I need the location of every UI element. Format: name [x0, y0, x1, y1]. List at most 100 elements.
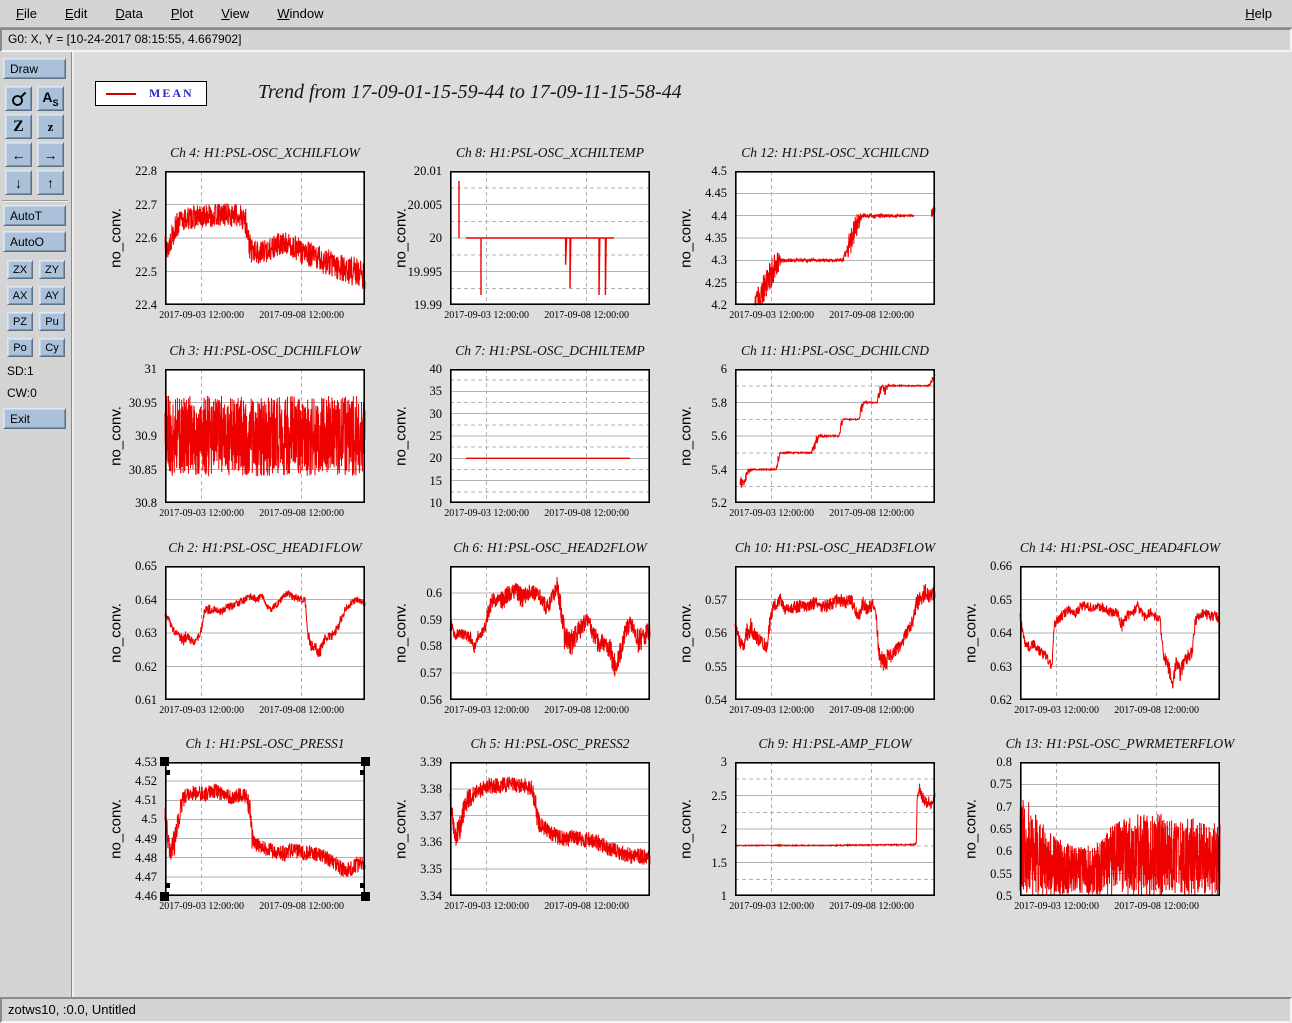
y-tick-label: 0.56 [705, 626, 727, 640]
y-tick-label: 0.5 [996, 889, 1012, 903]
y-tick-label: 22.5 [135, 264, 157, 279]
y-tick-label: 0.55 [990, 866, 1012, 881]
y-tick-label: 2.5 [711, 788, 727, 803]
chart-title-ch6: Ch 6: H1:PSL-OSC_HEAD2FLOW [453, 540, 647, 555]
text-tool-icon: AS [42, 89, 59, 108]
pz-button[interactable]: PZ [7, 312, 33, 331]
sd-label: SD:1 [7, 364, 34, 378]
chart-title-ch10: Ch 10: H1:PSL-OSC_HEAD3FLOW [734, 540, 936, 555]
pan-up-button[interactable]: ↑ [37, 170, 64, 195]
y-tick-label: 20 [429, 231, 443, 245]
exit-button[interactable]: Exit [3, 408, 66, 429]
pan-left-button[interactable]: ← [5, 142, 32, 167]
y-tick-label: 1 [720, 889, 727, 903]
plot-area-ch4[interactable] [164, 171, 366, 305]
chart-ch2: Ch 2: H1:PSL-OSC_HEAD1FLOW no_conv. 0.61 0.… [95, 534, 380, 731]
cw-label: CW:0 [7, 386, 37, 400]
statusbar: zotws10, :0.0, Untitled [0, 997, 1292, 1023]
y-tick-label: 22.8 [135, 164, 157, 178]
pu-button[interactable]: Pu [39, 312, 65, 331]
chart-title-ch3: Ch 3: H1:PSL-OSC_DCHILFLOW [169, 343, 361, 358]
legend-label: MEAN [149, 86, 194, 100]
y-tick-label: 0.58 [420, 639, 442, 654]
zx-button[interactable]: ZX [7, 260, 33, 279]
y-tick-label: 0.65 [990, 592, 1012, 607]
pan-right-button[interactable]: → [37, 142, 64, 167]
plot-area-ch7[interactable] [450, 369, 650, 503]
menu-item-plot[interactable]: Plot [170, 6, 194, 21]
chart-ch13: Ch 13: H1:PSL-OSC_PWRMETERFLOW no_conv. 0.… [950, 730, 1235, 927]
y-tick-label: 0.64 [990, 626, 1012, 640]
menubar: File Edit Data Plot View Window Help [0, 0, 1292, 28]
menu-item-file[interactable]: File [16, 6, 37, 21]
auto-t-button[interactable]: AutoT [3, 205, 66, 226]
y-tick-label: 0.63 [135, 626, 157, 640]
plot-area-ch13[interactable] [1019, 762, 1221, 897]
chart-title-ch1: Ch 1: H1:PSL-OSC_PRESS1 [185, 736, 345, 751]
po-button[interactable]: Po [7, 338, 33, 357]
y-tick-label: 5.4 [711, 462, 727, 477]
y-tick-label: 6 [720, 362, 727, 376]
menu-item-help[interactable]: Help [1245, 6, 1272, 21]
plot-area-ch9[interactable] [735, 762, 936, 896]
y-tick-label: 0.6 [996, 844, 1012, 859]
y-tick-label: 35 [429, 384, 443, 399]
y-tick-label: 0.65 [990, 822, 1012, 836]
menu-item-view[interactable]: View [221, 6, 250, 21]
plot-area-ch1[interactable] [160, 757, 370, 901]
draw-button[interactable]: Draw [3, 58, 66, 79]
y-tick-label: 0.75 [990, 777, 1012, 792]
y-tick-label: 0.54 [705, 693, 727, 707]
y-tick-label: 4.2 [711, 298, 727, 312]
zoom-tool-button[interactable] [5, 86, 32, 111]
x-tick-label: 2017-09-08 12:00:00 [259, 705, 344, 716]
legend[interactable]: MEAN [95, 81, 207, 106]
y-tick-label: 4.35 [705, 231, 727, 245]
plot-area-ch14[interactable] [1019, 566, 1221, 700]
plot-canvas[interactable]: MEAN Trend from 17-09-01-15-59-44 to 17-… [74, 52, 1292, 997]
plot-area-ch2[interactable] [164, 566, 366, 700]
cy-button[interactable]: Cy [39, 338, 65, 357]
y-tick-label: 3.38 [420, 781, 442, 796]
ax-button[interactable]: AX [7, 286, 33, 305]
text-style-tool-button[interactable]: AS [37, 86, 64, 111]
y-tick-label: 22.6 [135, 231, 157, 245]
zoom-out-button[interactable]: z [37, 114, 64, 139]
y-tick-label: 4.4 [711, 208, 727, 223]
x-tick-label: 2017-09-03 12:00:00 [159, 705, 244, 716]
plot-area-ch8[interactable] [450, 171, 650, 305]
y-tick-label: 0.6 [426, 585, 442, 600]
chart-ch3: Ch 3: H1:PSL-OSC_DCHILFLOW no_conv. 30.8 30… [95, 337, 380, 534]
y-tick-label: 4.3 [711, 253, 727, 268]
plot-area-ch11[interactable] [735, 369, 936, 503]
chart-title-ch2: Ch 2: H1:PSL-OSC_HEAD1FLOW [168, 540, 362, 555]
auto-o-button[interactable]: AutoO [3, 231, 66, 252]
chart-ch4: Ch 4: H1:PSL-OSC_XCHILFLOW no_conv. 22.4 22… [95, 139, 380, 336]
y-tick-label: 4.47 [135, 869, 157, 884]
plot-area-ch10[interactable] [734, 566, 936, 700]
plot-area-ch12[interactable] [735, 171, 936, 306]
y-tick-label: 3.35 [420, 862, 442, 877]
menu-item-window[interactable]: Window [277, 6, 324, 21]
x-tick-label: 2017-09-08 12:00:00 [259, 508, 344, 519]
chart-title-ch14: Ch 14: H1:PSL-OSC_HEAD4FLOW [1019, 540, 1221, 555]
pan-down-button[interactable]: ↓ [5, 170, 32, 195]
cursor-readout-field[interactable]: G0: X, Y = [10-24-2017 08:15:55, 4.66790… [0, 28, 1292, 52]
plot-area-ch6[interactable] [449, 566, 651, 700]
x-tick-label: 2017-09-08 12:00:00 [829, 705, 914, 716]
zy-button[interactable]: ZY [39, 260, 65, 279]
x-tick-label: 2017-09-03 12:00:00 [444, 310, 529, 321]
chart-ch7: Ch 7: H1:PSL-OSC_DCHILTEMP no_conv. 10 15 20… [380, 337, 665, 534]
menu-item-data[interactable]: Data [115, 6, 143, 21]
menu-item-edit[interactable]: Edit [64, 6, 88, 21]
y-tick-label: 30.8 [135, 496, 157, 510]
y-tick-label: 5.8 [711, 395, 727, 410]
zoom-in-button[interactable]: Z [5, 114, 32, 139]
x-tick-label: 2017-09-03 12:00:00 [159, 310, 244, 321]
y-tick-label: 0.55 [705, 659, 727, 674]
plot-area-ch5[interactable] [449, 762, 651, 896]
ay-button[interactable]: AY [39, 286, 65, 305]
y-tick-label: 40 [429, 362, 443, 376]
plot-area-ch3[interactable] [164, 369, 366, 503]
y-tick-label: 4.25 [705, 275, 727, 290]
